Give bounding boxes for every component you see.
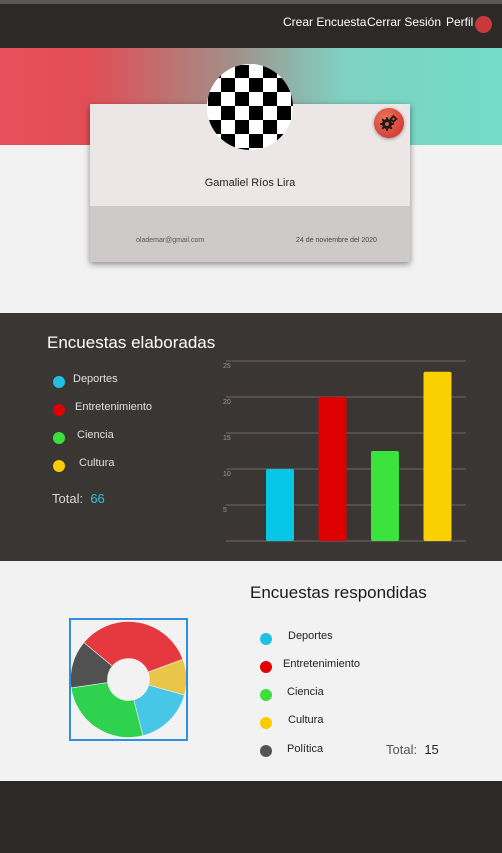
legend-dot-entretenimiento	[53, 404, 65, 416]
elaboradas-total-value: 66	[90, 491, 105, 506]
donut-chart	[70, 621, 187, 738]
nav-avatar[interactable]	[475, 16, 492, 33]
elaboradas-total-label: Total:	[52, 491, 84, 506]
page-footer	[0, 781, 502, 853]
respondidas-section: Encuestas respondidas Deportes Entreteni…	[0, 561, 502, 781]
profile-avatar	[207, 64, 293, 150]
donut-chart-frame	[69, 618, 188, 741]
legend-dot-deportes	[260, 633, 272, 645]
legend-dot-entretenimiento	[260, 661, 272, 673]
navbar: Crear Encuesta Cerrar Sesión Perfil	[0, 4, 502, 48]
bar-chart: 5 10 15 20 25	[223, 360, 466, 542]
elaboradas-section: Encuestas elaboradas Deportes Entretenim…	[0, 313, 502, 561]
slice-ciencia	[70, 682, 144, 738]
window-top-strip	[0, 0, 502, 4]
respondidas-total-value: 15	[424, 742, 439, 757]
profile-email: olademar@gmail.com	[136, 237, 205, 244]
nav-create-survey-link[interactable]: Crear Encuesta	[283, 15, 367, 29]
profile-card: Gamaliel Ríos Lira olademar@gmail.com 24…	[90, 104, 410, 262]
legend-label-cultura: Cultura	[288, 714, 324, 726]
legend-dot-ciencia	[53, 432, 65, 444]
legend-dot-deportes	[53, 376, 65, 388]
legend-label-cultura: Cultura	[79, 457, 115, 469]
nav-profile-link[interactable]: Perfil	[446, 15, 474, 29]
profile-card-footer	[90, 206, 410, 262]
respondidas-title: Encuestas respondidas	[250, 583, 427, 602]
legend-label-ciencia: Ciencia	[77, 429, 114, 441]
legend-label-ciencia: Ciencia	[287, 686, 324, 698]
elaboradas-total: Total: 66	[52, 491, 105, 506]
bar-entretenimiento	[318, 397, 347, 541]
profile-date: 24 de noviembre del 2020	[296, 237, 377, 244]
y-tick-label: 20	[223, 399, 231, 406]
y-tick-label: 25	[223, 363, 231, 370]
legend-dot-cultura	[53, 460, 65, 472]
respondidas-total-label: Total:	[386, 742, 418, 757]
slice-deportes	[133, 684, 185, 737]
legend-dot-cultura	[260, 717, 272, 729]
settings-button[interactable]	[374, 108, 404, 138]
bar-cultura	[423, 371, 452, 541]
y-tick-label: 5	[223, 507, 227, 514]
legend-label-politica: Política	[287, 743, 324, 755]
legend-dot-politica	[260, 745, 272, 757]
y-tick-label: 10	[223, 471, 231, 478]
y-tick-label: 15	[223, 435, 231, 442]
legend-label-entretenimiento: Entretenimiento	[283, 658, 361, 670]
legend-label-deportes: Deportes	[73, 373, 118, 385]
nav-logout-link[interactable]: Cerrar Sesión	[367, 15, 442, 29]
profile-name: Gamaliel Ríos Lira	[204, 177, 296, 189]
bar-deportes	[266, 469, 294, 541]
legend-label-deportes: Deportes	[288, 630, 333, 642]
legend-dot-ciencia	[260, 689, 272, 701]
elaboradas-title: Encuestas elaboradas	[47, 333, 216, 352]
bar-ciencia	[371, 451, 399, 541]
slice-entretenimiento	[83, 621, 184, 673]
legend-label-entretenimiento: Entretenimiento	[75, 401, 153, 413]
gears-icon	[380, 114, 398, 131]
slice-politica	[70, 642, 113, 689]
respondidas-total: Total: 15	[386, 742, 439, 757]
